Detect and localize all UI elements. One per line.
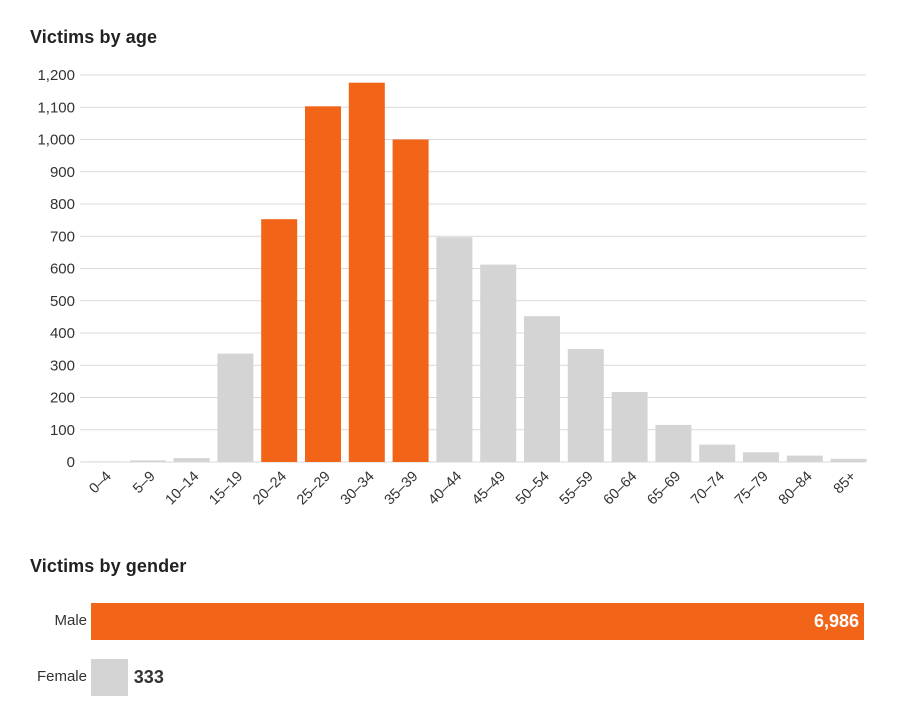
y-tick-label: 900 — [50, 164, 75, 181]
bar-10 — [524, 316, 560, 462]
bar-2 — [173, 458, 210, 462]
y-tick-label: 200 — [50, 390, 75, 407]
x-tick-label: 45–49 — [469, 469, 509, 509]
x-tick-label: 65–69 — [644, 469, 684, 509]
bar-11 — [567, 349, 604, 462]
bar-13 — [655, 424, 692, 462]
y-tick-label: 1,000 — [37, 132, 75, 149]
x-tick-label: 5–9 — [130, 469, 158, 497]
y-tick-label: 700 — [50, 228, 75, 245]
y-tick-label: 100 — [50, 422, 75, 439]
x-tick-label: 25–29 — [294, 469, 334, 509]
y-tick-label: 1,200 — [37, 67, 75, 84]
y-tick-label: 1,100 — [37, 99, 75, 116]
y-tick-label: 300 — [50, 357, 75, 374]
gender-bar-female — [91, 659, 128, 696]
gender-label-male: Male — [54, 612, 87, 629]
y-axis-ticks: 0 100 200 300 400 500 600 700 800 900 1,000 1,100 1,… — [37, 67, 75, 471]
x-tick-label: 60–64 — [601, 469, 641, 509]
x-tick-label: 10–14 — [163, 469, 203, 509]
x-tick-label: 75–79 — [732, 469, 772, 509]
bar-3 — [217, 353, 254, 462]
bar-17 — [830, 458, 867, 462]
x-tick-label: 40–44 — [425, 469, 465, 509]
bar-9 — [480, 264, 517, 462]
gender-value-female: 333 — [133, 667, 164, 687]
y-tick-label: 400 — [50, 325, 75, 342]
age-chart-title: Victims by age — [30, 27, 158, 47]
x-tick-label: 80–84 — [776, 469, 816, 509]
bar-1 — [129, 460, 166, 462]
y-tick-label: 600 — [50, 261, 75, 278]
bar-15 — [743, 452, 779, 462]
gender-chart-title: Victims by gender — [30, 556, 187, 576]
bar-8 — [436, 237, 473, 462]
x-tick-label: 70–74 — [688, 469, 728, 509]
bar-12 — [611, 392, 648, 462]
age-bar-chart: 0 100 200 300 400 500 600 700 800 900 1,000 1,100 1,… — [37, 67, 867, 509]
x-tick-label: 35–39 — [382, 469, 422, 509]
bars — [86, 82, 867, 463]
x-axis-ticks: 0–4 5–9 10–14 15–19 20–24 25–29 30–34 35–39 40–4… — [86, 469, 859, 509]
x-tick-label: 55–59 — [557, 469, 597, 509]
y-tick-label: 0 — [67, 454, 75, 471]
gender-label-female: Female — [36, 668, 87, 685]
bar-7 — [392, 139, 429, 462]
bar-16 — [786, 455, 823, 462]
x-tick-label: 0–4 — [86, 469, 114, 497]
bar-4 — [261, 219, 298, 462]
gender-value-male: 6,986 — [813, 611, 859, 631]
x-tick-label: 15–19 — [206, 469, 246, 509]
x-tick-label: 50–54 — [513, 469, 553, 509]
gridlines — [80, 74, 866, 463]
y-tick-label: 500 — [50, 293, 75, 310]
x-tick-label: 20–24 — [250, 469, 290, 509]
y-tick-label: 800 — [50, 196, 75, 213]
bar-6 — [348, 82, 385, 462]
bar-0 — [86, 461, 122, 462]
bar-5 — [305, 106, 341, 463]
x-tick-label: 30–34 — [338, 469, 378, 509]
bar-14 — [699, 444, 736, 462]
x-tick-label: 85+ — [831, 469, 860, 498]
gender-bar-male — [91, 603, 864, 640]
